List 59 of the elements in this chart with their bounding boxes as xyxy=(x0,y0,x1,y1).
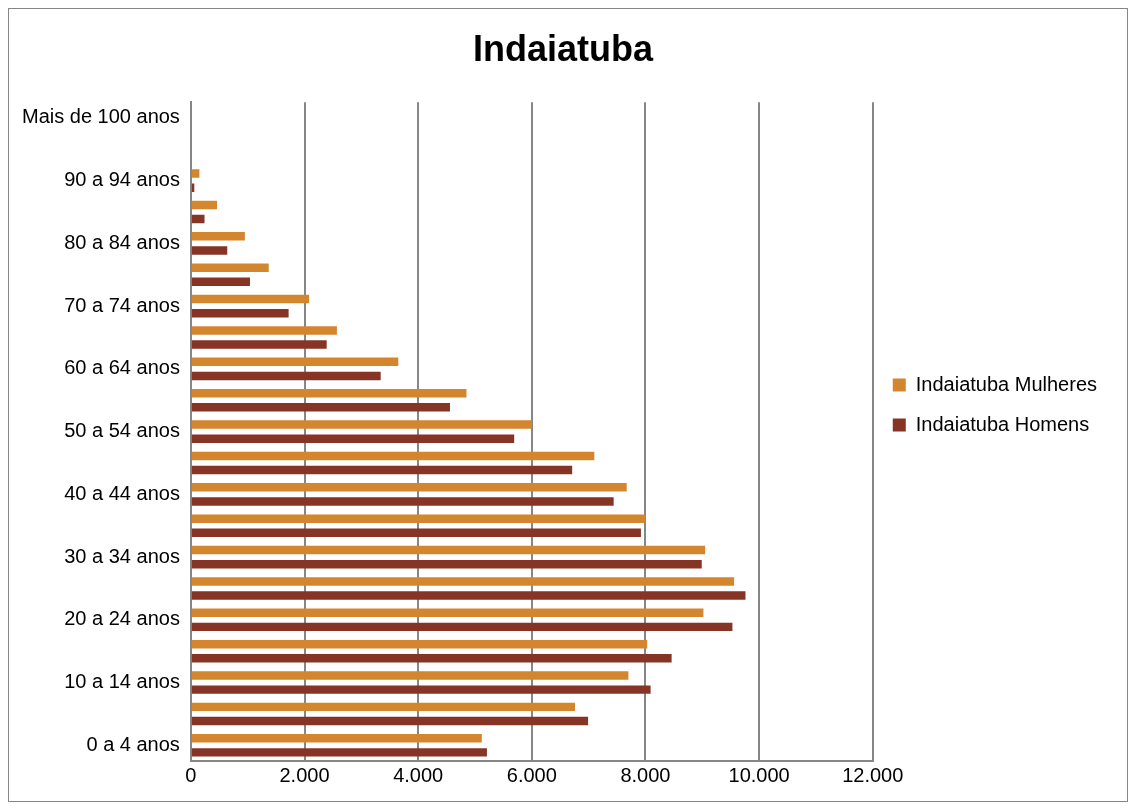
bar xyxy=(191,545,706,555)
bar xyxy=(191,403,450,412)
bar xyxy=(191,685,651,694)
x-tick-label: 12.000 xyxy=(842,763,904,786)
bar xyxy=(191,577,735,586)
bar xyxy=(191,639,648,649)
bar xyxy=(191,748,487,757)
x-tick-label: 8.000 xyxy=(620,763,671,786)
y-tick-label: 0 a 4 anos xyxy=(86,732,180,755)
legend-label: Indaiatuba Mulheres xyxy=(915,372,1097,395)
bar xyxy=(191,246,228,255)
bar xyxy=(191,702,576,712)
bar xyxy=(191,671,629,680)
bar xyxy=(191,654,672,663)
bar xyxy=(191,294,310,304)
bar xyxy=(191,451,595,461)
bar xyxy=(191,169,200,178)
bar xyxy=(191,734,482,743)
y-tick-label: Mais de 100 anos xyxy=(21,105,180,128)
bar xyxy=(191,497,614,506)
bar xyxy=(191,465,573,475)
x-tick-label: 0 xyxy=(185,763,197,786)
bar xyxy=(191,514,646,523)
bar xyxy=(191,200,218,210)
bar xyxy=(191,277,250,287)
bar xyxy=(191,214,205,224)
y-tick-label: 20 a 24 anos xyxy=(64,607,180,630)
bar xyxy=(191,559,702,569)
legend-label: Indaiatuba Homens xyxy=(915,412,1090,435)
bar xyxy=(191,263,269,272)
y-tick-label: 90 a 94 anos xyxy=(64,168,180,191)
bar xyxy=(191,483,627,492)
bar xyxy=(191,420,532,429)
y-tick-label: 30 a 34 anos xyxy=(64,544,180,567)
chart-title: Indaiatuba xyxy=(472,27,654,69)
bar xyxy=(191,232,245,241)
y-tick-label: 70 a 74 anos xyxy=(64,293,180,316)
bar xyxy=(191,183,195,192)
bar xyxy=(191,622,733,632)
bar xyxy=(191,371,381,381)
bar xyxy=(191,340,327,349)
y-tick-label: 50 a 54 anos xyxy=(64,419,180,442)
x-tick-label: 10.000 xyxy=(728,763,790,786)
y-tick-label: 80 a 84 anos xyxy=(64,230,180,253)
x-tick-label: 2.000 xyxy=(279,763,330,786)
bar xyxy=(191,308,289,318)
bar xyxy=(191,716,589,726)
x-tick-label: 6.000 xyxy=(506,763,557,786)
bar xyxy=(191,388,467,398)
bar xyxy=(191,591,746,600)
bar xyxy=(191,326,337,335)
y-tick-label: 60 a 64 anos xyxy=(64,356,180,379)
x-tick-label: 4.000 xyxy=(393,763,444,786)
bar xyxy=(191,357,399,367)
bar xyxy=(191,434,515,443)
y-tick-label: 10 a 14 anos xyxy=(64,670,180,693)
bar xyxy=(191,608,704,618)
y-tick-label: 40 a 44 anos xyxy=(64,481,180,504)
bar xyxy=(191,528,641,538)
